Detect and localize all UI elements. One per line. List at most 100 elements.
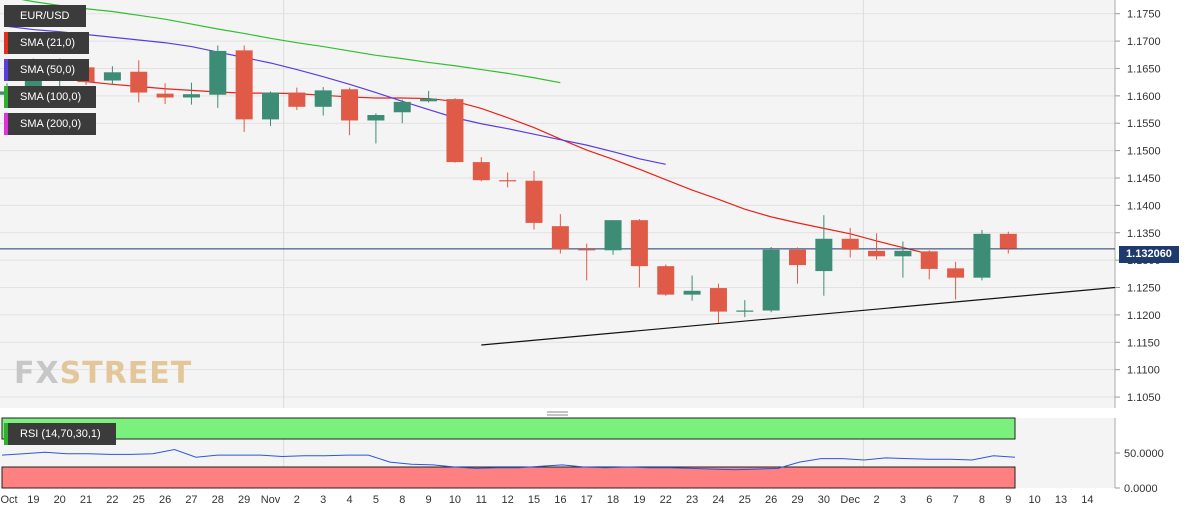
candle (314, 87, 332, 116)
y-tick-label: 1.1450 (1127, 173, 1161, 185)
candle (841, 227, 859, 258)
rsi-oversold-zone (1, 466, 1016, 489)
trendline (481, 286, 1116, 346)
x-tick-label: 2 (294, 494, 300, 506)
x-tick-label: 15 (528, 494, 540, 506)
x-tick-label: 9 (426, 494, 432, 506)
candle-body (525, 180, 543, 223)
x-tick-label: 10 (449, 494, 461, 506)
y-tick-label: 1.1600 (1127, 91, 1161, 103)
candle-body (446, 99, 464, 163)
candle-body (499, 180, 517, 182)
x-tick-label: 3 (900, 494, 906, 506)
candle (973, 230, 991, 281)
candle-body (973, 233, 991, 278)
y-tick-label: 1.1100 (1127, 365, 1160, 377)
x-tick-label: 9 (1005, 494, 1011, 506)
x-tick-label: 21 (80, 494, 92, 506)
candle-body (341, 89, 359, 121)
candle-body (630, 220, 648, 267)
y-tick-label: 1.1750 (1127, 9, 1161, 21)
x-tick-label: 11 (476, 494, 487, 506)
y-tick-label: 1.1350 (1127, 228, 1161, 240)
symbol-label[interactable]: EUR/USD (4, 5, 86, 27)
x-tick-label: 4 (346, 494, 352, 506)
x-tick-label: 22 (660, 494, 672, 506)
candle (525, 170, 543, 230)
candle-body (156, 93, 174, 98)
candle (815, 215, 833, 296)
candle-body (947, 268, 965, 278)
x-tick-label: 29 (238, 494, 250, 506)
x-tick-label: 8 (979, 494, 985, 506)
candle (551, 214, 569, 254)
logo-part-fx: FX (14, 356, 60, 391)
candle-body (604, 220, 622, 251)
candle-body (235, 50, 253, 120)
candle-body (420, 98, 438, 102)
candle (947, 261, 965, 300)
rsi-line (1, 448, 1016, 471)
plot-area-bg (0, 0, 1115, 408)
candle (604, 220, 622, 255)
x-tick-label: 22 (106, 494, 118, 506)
rsi-overbought-zone (1, 417, 1016, 440)
x-tick-label: Oct (0, 494, 17, 506)
candle-body (367, 115, 385, 121)
last-price-marker: 1.132060 (1119, 246, 1179, 263)
candle (736, 300, 754, 318)
candle-body (472, 162, 490, 181)
rsi-tick-label: 50.0000 (1124, 448, 1164, 460)
candle-body (736, 310, 754, 312)
candle (630, 219, 648, 288)
candle (894, 241, 912, 278)
x-tick-label: 13 (1055, 494, 1067, 506)
candle-body (103, 72, 121, 81)
x-tick-label: 30 (818, 494, 830, 506)
candle-body (288, 92, 306, 107)
fxstreet-logo: FXSTREET (14, 356, 192, 391)
candle-body (262, 92, 279, 120)
x-tick-label: 25 (739, 494, 751, 506)
candle (920, 250, 938, 280)
sma-line-50 (6, 25, 666, 165)
x-tick-label: 19 (27, 494, 39, 506)
candle (420, 90, 438, 103)
candle (393, 99, 411, 124)
x-tick-label: 24 (712, 494, 724, 506)
candle (683, 275, 701, 301)
rsi-legend[interactable]: RSI (14,70,30,1) (4, 423, 116, 445)
candle-body (578, 249, 596, 251)
x-tick-label: Nov (261, 494, 281, 506)
sma50-legend[interactable]: SMA (50,0) (4, 59, 89, 81)
x-tick-label: 19 (633, 494, 645, 506)
x-tick-label: 28 (212, 494, 224, 506)
x-tick-label: 7 (953, 494, 959, 506)
x-tick-label: 8 (399, 494, 405, 506)
sma100-legend[interactable]: SMA (100,0) (4, 86, 96, 108)
y-tick-label: 1.1400 (1127, 200, 1161, 212)
x-tick-label: 18 (607, 494, 619, 506)
candle-body (762, 249, 780, 311)
y-tick-label: 1.1150 (1127, 337, 1160, 349)
sma21-legend[interactable]: SMA (21,0) (4, 32, 89, 54)
logo-part-street: STREET (59, 356, 193, 391)
x-tick-label: 17 (581, 494, 593, 506)
candle-body (894, 250, 912, 257)
candle (367, 113, 385, 144)
y-tick-label: 1.1200 (1127, 310, 1161, 322)
candle (446, 98, 464, 163)
x-tick-label: 12 (502, 494, 514, 506)
candle-body (209, 50, 227, 95)
y-tick-label: 1.1050 (1127, 392, 1161, 404)
candle (130, 60, 148, 103)
y-tick-label: 1.1500 (1127, 146, 1161, 158)
candle (182, 82, 200, 105)
x-tick-label: 20 (54, 494, 66, 506)
x-tick-label: 6 (926, 494, 932, 506)
candle (762, 246, 780, 313)
sma200-legend[interactable]: SMA (200,0) (4, 113, 96, 135)
candle-body (815, 238, 833, 272)
